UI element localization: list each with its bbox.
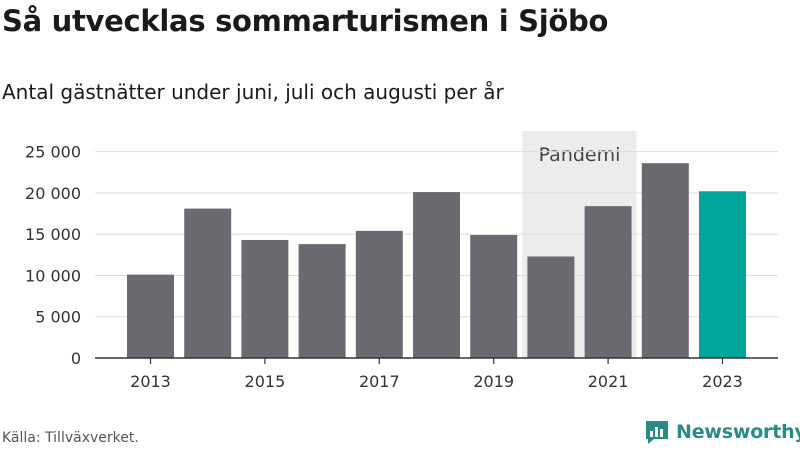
chart-subtitle: Antal gästnätter under juni, juli och au… — [2, 80, 504, 104]
bar — [584, 206, 632, 358]
bar — [127, 274, 174, 358]
y-tick-label: 20 000 — [25, 184, 81, 203]
x-tick-label: 2021 — [588, 372, 629, 391]
brand-name: Newsworthy — [676, 421, 800, 443]
brand-logo[interactable]: Newsworthy — [644, 419, 800, 445]
bar — [298, 244, 346, 358]
bar — [184, 208, 232, 358]
bar — [699, 191, 746, 358]
y-tick-label: 5 000 — [35, 308, 81, 327]
bar — [641, 163, 689, 358]
bar — [470, 235, 518, 358]
bar — [413, 192, 460, 358]
bar — [241, 239, 289, 358]
x-tick-label: 2019 — [473, 372, 514, 391]
y-tick-label: 0 — [71, 349, 81, 368]
y-tick-label: 10 000 — [25, 266, 81, 285]
x-tick-label: 2015 — [245, 372, 286, 391]
x-tick-label: 2013 — [130, 372, 171, 391]
chart-title: Så utvecklas sommarturismen i Sjöbo — [2, 4, 609, 38]
newsworthy-logo-icon — [646, 421, 668, 444]
bar — [355, 230, 403, 358]
source-note: Källa: Tillväxverket. — [2, 430, 139, 446]
x-tick-label: 2017 — [359, 372, 400, 391]
y-tick-label: 15 000 — [25, 225, 81, 244]
pandemic-label: Pandemi — [539, 144, 621, 166]
x-tick-label: 2023 — [702, 372, 743, 391]
bar — [527, 256, 575, 358]
y-tick-label: 25 000 — [25, 143, 81, 162]
